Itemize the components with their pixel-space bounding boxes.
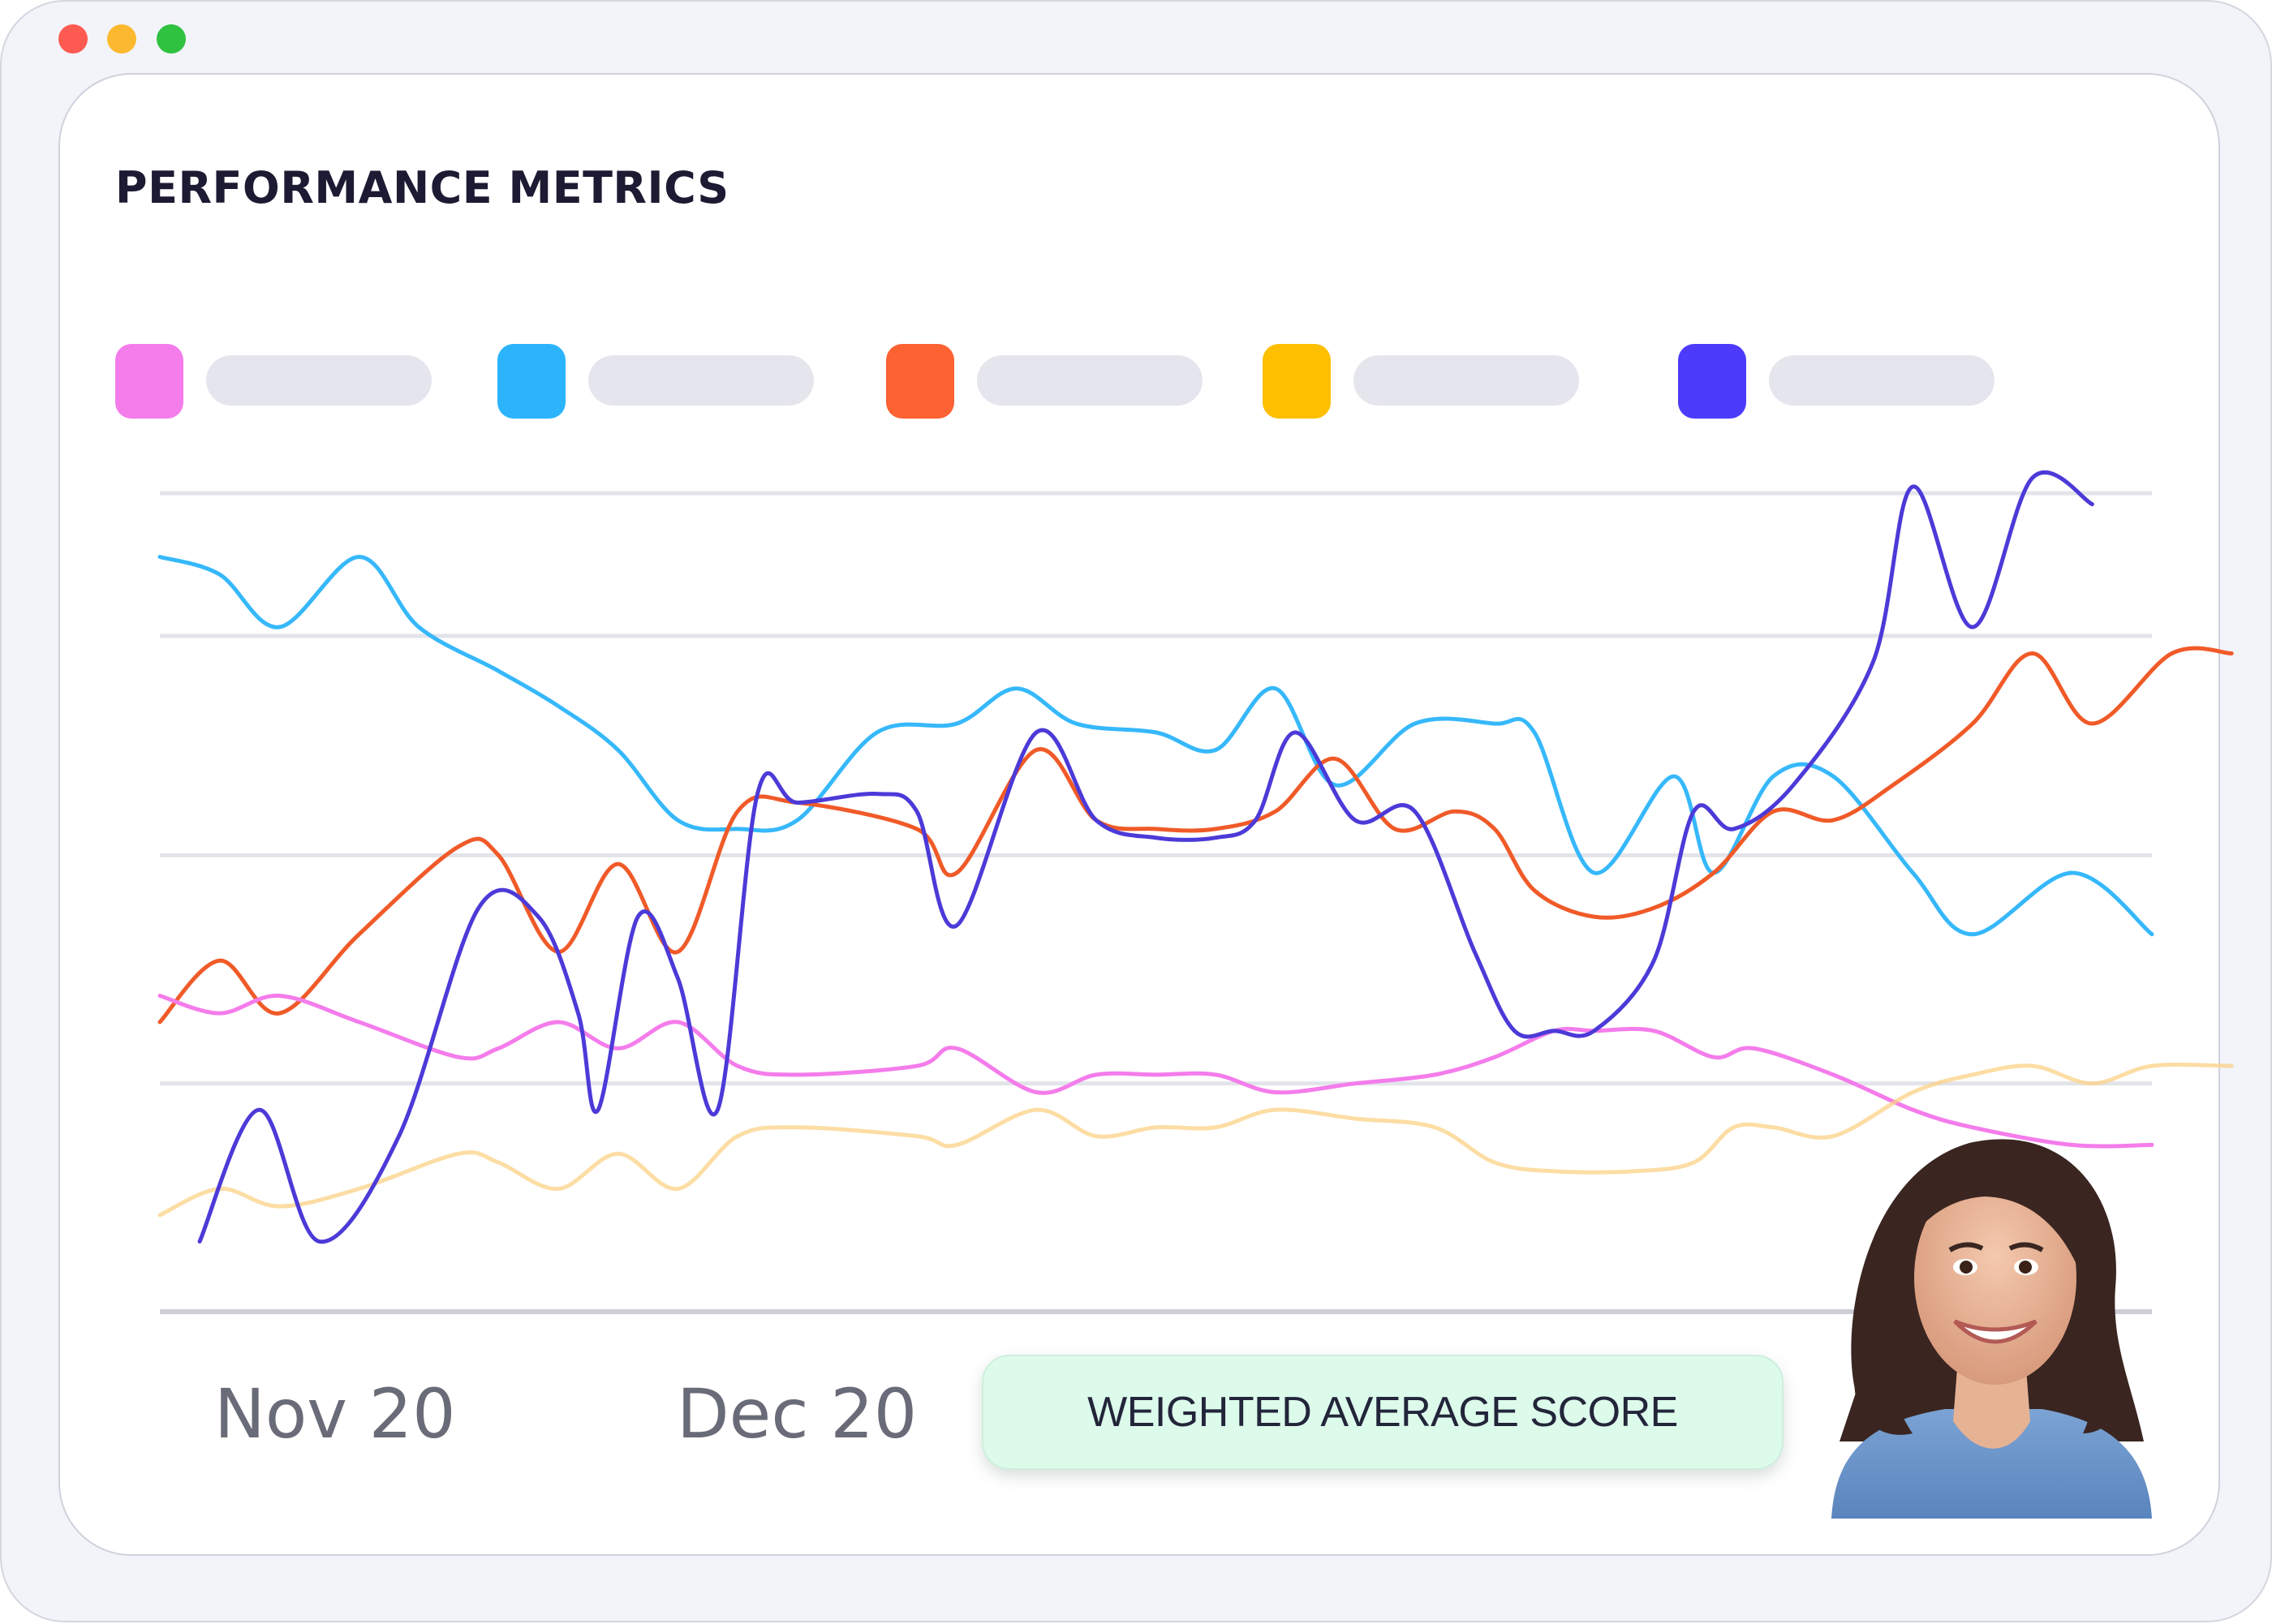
weighted-average-score-badge[interactable]: WEIGHTED AVERAGE SCORE (982, 1355, 1784, 1470)
user-avatar-photo (1831, 1139, 2152, 1519)
legend-swatch (115, 344, 183, 419)
chart-series (157, 470, 2234, 1244)
series-line-2 (157, 646, 2234, 1025)
legend-swatch (1263, 344, 1331, 419)
legend-label-placeholder (588, 355, 814, 406)
maximize-window-button[interactable] (157, 24, 186, 54)
legend-label-placeholder (206, 355, 432, 406)
series-line-4 (157, 1062, 2234, 1218)
legend-swatch (1678, 344, 1746, 419)
chart-gridlines (160, 491, 2152, 1314)
badge-label: WEIGHTED AVERAGE SCORE (1087, 1389, 1678, 1436)
close-window-button[interactable] (58, 24, 88, 54)
x-tick-label: Nov 20 (214, 1374, 456, 1454)
legend-swatch (886, 344, 954, 419)
legend-label-placeholder (977, 355, 1203, 406)
minimize-window-button[interactable] (107, 24, 136, 54)
series-line-1 (157, 554, 2154, 937)
x-tick-label: Dec 20 (677, 1374, 917, 1454)
series-line-3 (157, 993, 2154, 1149)
legend-swatch (497, 344, 566, 419)
legend-label-placeholder (1353, 355, 1579, 406)
page-title: PERFORMANCE METRICS (115, 162, 729, 213)
series-line-5 (197, 470, 2094, 1244)
legend-label-placeholder (1769, 355, 1994, 406)
